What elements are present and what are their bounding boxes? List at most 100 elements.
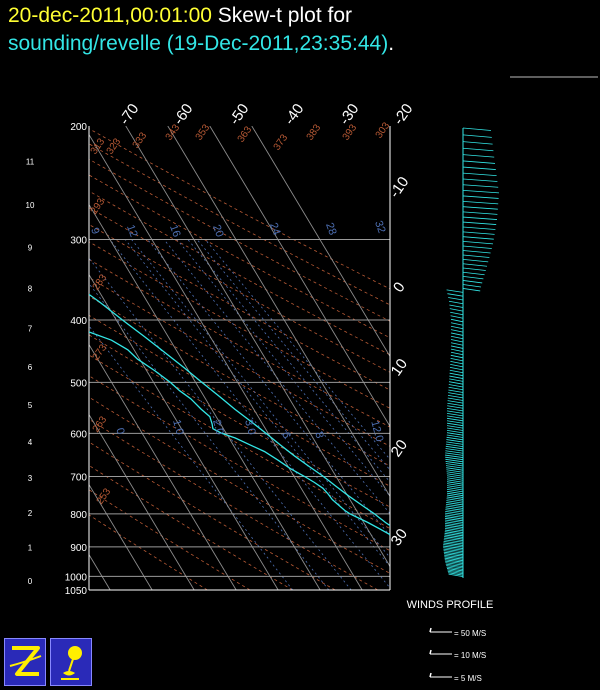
wind-barb: [444, 532, 464, 537]
height-label: 4: [28, 438, 33, 447]
wind-barb: [446, 494, 464, 498]
wind-barb: [448, 300, 464, 305]
wind-barb: [462, 267, 486, 271]
height-label: 1: [28, 543, 33, 552]
wind-barb: [450, 354, 464, 359]
wind-barb: [443, 547, 464, 551]
wind-legend-label: = 50 M/S: [454, 629, 486, 638]
wind-barb: [446, 473, 464, 477]
wind-barb: [462, 154, 495, 158]
height-label: 9: [28, 243, 33, 252]
wind-barb: [446, 417, 464, 422]
wind-barb: [445, 458, 464, 463]
wind-barb: [446, 469, 464, 473]
plot-title: Skew-t plot for: [217, 4, 353, 27]
theta-label: 323: [105, 136, 124, 156]
wind-barb: [446, 412, 464, 417]
wind-barb: [448, 381, 464, 385]
wind-legend-flag: [429, 649, 432, 655]
title-line-1: 20-dec-2011,00:01:00 Skew-t plot for: [8, 2, 352, 30]
wind-barb: [443, 542, 464, 546]
mixing-ratio-line: [109, 239, 390, 589]
height-label: 2: [28, 509, 33, 518]
wind-barb: [450, 311, 464, 316]
mixing-ratio-label: 32: [372, 219, 387, 235]
wind-barb: [449, 366, 464, 371]
wind-barb: [462, 184, 499, 188]
mixing-ratio-label: 24: [267, 221, 282, 237]
wind-barb: [449, 372, 464, 377]
isotherm-label-right: 10: [388, 356, 411, 379]
wind-barb: [446, 489, 464, 493]
isotherm-line: [89, 483, 153, 590]
wind-barb: [450, 339, 464, 343]
wind-barb: [448, 386, 464, 391]
wind-barb: [444, 517, 464, 522]
wind-barb: [449, 378, 464, 382]
isotherm-line: [89, 343, 237, 590]
wind-barb: [450, 345, 464, 349]
wind-barb: [446, 439, 464, 443]
isotherm-label-top: -70: [116, 101, 142, 129]
wind-barb: [450, 335, 464, 340]
wind-barb: [448, 384, 464, 388]
wind-barb: [446, 502, 464, 506]
wind-barb: [444, 519, 464, 523]
wind-barb: [446, 471, 464, 475]
wind-barb: [446, 477, 464, 481]
sounding-logo[interactable]: [50, 638, 92, 686]
wind-barb: [446, 436, 464, 441]
temperature-trace: [89, 293, 390, 527]
wind-barb: [462, 134, 492, 138]
isotherm-line: [89, 273, 279, 590]
wind-barb: [445, 461, 464, 465]
wind-barb: [450, 342, 464, 346]
mixing-ratio-low-label: 3.0: [242, 418, 258, 436]
wind-legend-label: = 10 M/S: [454, 651, 486, 660]
wind-barb: [446, 427, 464, 431]
isotherm-line: [89, 413, 195, 590]
wind-barb: [443, 540, 464, 545]
dry-adiabat-line: [89, 224, 390, 391]
wind-barb: [446, 487, 464, 491]
wind-barb: [462, 200, 499, 205]
theta-label: 293: [89, 196, 108, 216]
isotherm-label-right: 20: [388, 437, 411, 460]
z-logo[interactable]: [4, 638, 46, 686]
wind-barb: [445, 465, 464, 469]
dry-adiabat-line: [89, 258, 390, 428]
wind-barb: [445, 456, 464, 461]
wind-barb: [462, 211, 498, 215]
wind-barb: [462, 189, 500, 194]
wind-barb: [442, 545, 464, 549]
wind-barb: [446, 425, 464, 429]
wind-barb: [446, 415, 464, 419]
wind-barb: [444, 454, 464, 458]
mixing-ratio-line: [196, 239, 390, 471]
wind-barb: [443, 553, 464, 557]
wind-barb: [462, 231, 495, 235]
wind-barb: [446, 434, 464, 438]
wind-barb: [462, 141, 493, 145]
wind-barb: [443, 548, 464, 553]
wind-barb: [462, 160, 496, 164]
wind-barb: [446, 475, 464, 479]
wind-barb: [447, 397, 464, 401]
pressure-label: 1000: [65, 572, 88, 583]
skewt-grid: [89, 126, 390, 590]
wind-barb: [450, 329, 464, 333]
height-label: 10: [26, 201, 35, 210]
wind-barb: [443, 537, 464, 542]
wind-barb: [444, 536, 464, 540]
wind-barb: [450, 315, 464, 319]
pressure-label: 400: [70, 316, 87, 327]
wind-barb: [445, 509, 464, 513]
wind-barb: [450, 332, 464, 336]
wind-barb: [449, 369, 464, 374]
wind-barb: [462, 216, 498, 220]
isotherm-line: [251, 126, 390, 358]
wind-barb: [444, 529, 464, 533]
wind-barb: [450, 361, 464, 365]
wind-barb: [447, 402, 464, 407]
